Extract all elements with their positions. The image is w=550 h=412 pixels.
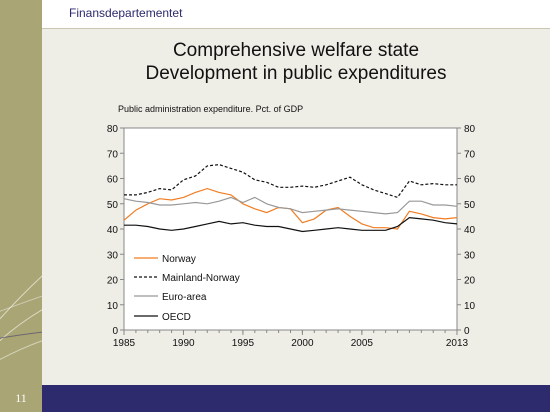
- x-tick-label: 1990: [172, 338, 195, 349]
- y-tick-label-right: 50: [464, 200, 476, 211]
- x-tick-label: 2013: [446, 338, 469, 349]
- header-bar: [42, 0, 550, 28]
- slide-title-line2: Development in public expenditures: [145, 63, 447, 84]
- y-tick-label-right: 80: [464, 124, 476, 135]
- y-tick-label-right: 60: [464, 175, 476, 186]
- header-divider: [42, 28, 550, 29]
- y-tick-label-left: 70: [107, 149, 119, 160]
- y-tick-label-left: 60: [107, 175, 119, 186]
- x-tick-label: 2000: [291, 338, 314, 349]
- y-tick-label-left: 50: [107, 200, 119, 211]
- sidebar-strip: [0, 0, 42, 385]
- x-tick-label: 2005: [351, 338, 374, 349]
- y-tick-label-right: 70: [464, 149, 476, 160]
- series-line-oecd: [124, 216, 458, 233]
- series-line-mainland-norway: [124, 163, 457, 199]
- y-tick-label-left: 20: [107, 276, 119, 287]
- line-chart: 0 0 10 10 20 20 30 30 40 40 50 50 60 60 70 70 80 80 1985 19…: [107, 124, 476, 349]
- legend-label: Mainland-Norway: [162, 273, 240, 284]
- chart-subtitle: Public administration expenditure. Pct. …: [118, 104, 304, 114]
- y-tick-label-right: 0: [464, 326, 470, 337]
- series-line-euro-area: [123, 196, 458, 215]
- department-name: Finansdepartementet: [69, 6, 183, 20]
- slide-title-line1: Comprehensive welfare state: [172, 40, 420, 61]
- y-tick-label-left: 10: [107, 301, 119, 312]
- legend-label: OECD: [162, 312, 191, 323]
- y-tick-label-left: 30: [107, 250, 119, 261]
- footer-bar: 11: [0, 385, 550, 412]
- x-tick-label: 1985: [113, 338, 136, 349]
- y-tick-label-right: 20: [464, 276, 476, 287]
- sidebar-decorative-curves: [0, 275, 42, 361]
- legend-label: Norway: [162, 254, 196, 265]
- x-tick-label: 1995: [232, 338, 255, 349]
- legend-label: Euro-area: [162, 292, 207, 303]
- y-tick-label-right: 10: [464, 301, 476, 312]
- y-tick-label-left: 80: [107, 124, 119, 135]
- y-tick-label-left: 40: [107, 225, 119, 236]
- page-number: 11: [0, 385, 42, 412]
- y-tick-label-right: 40: [464, 225, 476, 236]
- y-tick-label-right: 30: [464, 250, 476, 261]
- y-tick-label-left: 0: [112, 326, 118, 337]
